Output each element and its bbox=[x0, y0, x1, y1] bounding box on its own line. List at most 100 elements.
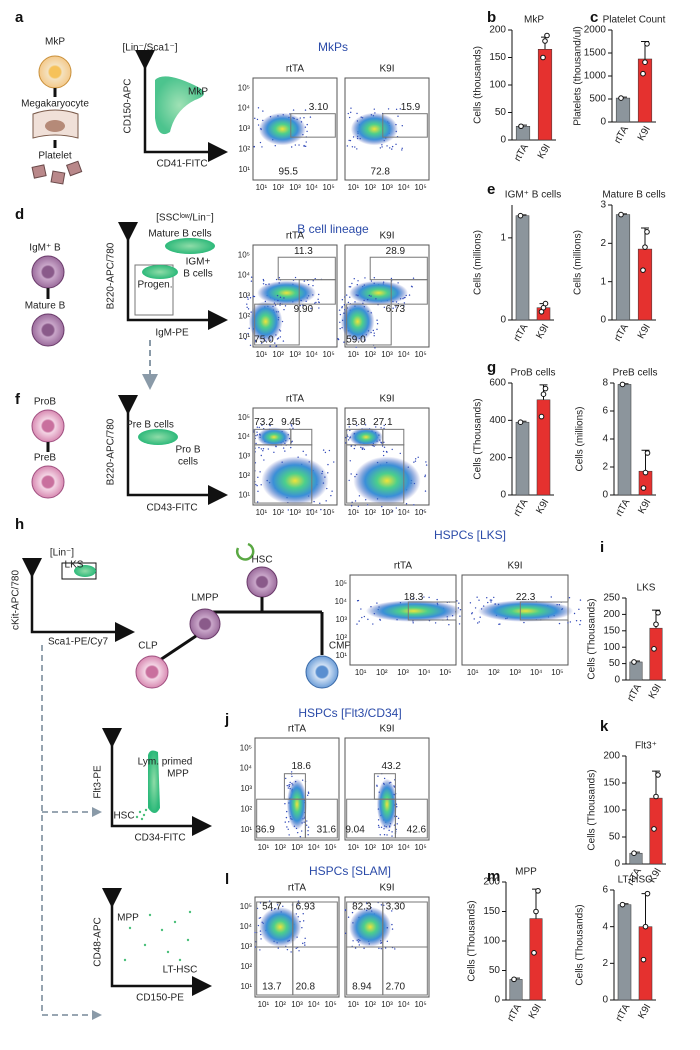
event-dot bbox=[337, 338, 339, 340]
event-dot bbox=[357, 280, 359, 282]
event-dot bbox=[383, 306, 386, 308]
y-tick-label: 4 bbox=[602, 434, 608, 445]
event-dot bbox=[373, 332, 375, 334]
y-tick-label: 0 bbox=[600, 315, 606, 326]
cell-label: PreB bbox=[34, 453, 57, 464]
x-tick-label: 10³ bbox=[289, 350, 301, 359]
schematic-a: MkP Megakaryocyte Platelet [Lin⁻/Sca1⁻] … bbox=[21, 37, 348, 185]
y-axis-label: Cells (thousands) bbox=[473, 46, 484, 124]
event-dot bbox=[381, 442, 383, 444]
x-tick-label: 10⁵ bbox=[324, 1000, 336, 1009]
y-tick-label: 10² bbox=[238, 471, 250, 480]
gate bbox=[519, 601, 569, 621]
data-point bbox=[531, 950, 537, 956]
y-axis-label: Platelets (thousand/ul) bbox=[573, 26, 584, 126]
x-tick-label: 10² bbox=[364, 1000, 376, 1009]
bar bbox=[637, 58, 653, 123]
x-tick-label: 10⁴ bbox=[306, 350, 319, 359]
event-dot bbox=[260, 454, 262, 457]
event-dot bbox=[294, 276, 297, 279]
gate-percent: 15.9 bbox=[401, 102, 421, 113]
event-dot bbox=[330, 494, 332, 497]
event-dot bbox=[399, 452, 401, 455]
bar bbox=[509, 979, 523, 1001]
sample-label: K9I bbox=[379, 64, 394, 75]
event-dot bbox=[284, 803, 286, 805]
event-dot bbox=[413, 461, 415, 463]
gate bbox=[390, 279, 428, 305]
data-point bbox=[631, 850, 637, 857]
x-tick-label: 10² bbox=[274, 843, 286, 852]
population-label: HSC bbox=[113, 811, 134, 822]
event-dot bbox=[284, 821, 286, 823]
flow-plot: rtTA 18.3 10¹ 10¹ 10² 10² 10³ 10³ 10⁴ 10⁴ 10⁵ 10⁵ bbox=[335, 561, 472, 677]
axes bbox=[118, 222, 228, 330]
data-point bbox=[653, 621, 659, 628]
event-dot bbox=[315, 301, 317, 304]
event-dot bbox=[354, 947, 357, 949]
event-dot bbox=[347, 112, 349, 115]
event-dot bbox=[276, 904, 279, 906]
event-dot bbox=[277, 299, 279, 302]
event-dot bbox=[350, 445, 353, 447]
y-tick-label: 10⁴ bbox=[238, 271, 251, 280]
y-tick-label: 10³ bbox=[335, 615, 347, 624]
bar bbox=[529, 918, 543, 1001]
x-tick-label: rtTA bbox=[512, 497, 531, 518]
event-dot bbox=[306, 130, 308, 133]
gate-percent: 73.2 bbox=[254, 417, 274, 428]
y-tick-label: 0 bbox=[602, 490, 608, 501]
event-dot bbox=[297, 900, 300, 902]
event-dot bbox=[386, 145, 388, 147]
flow-plot: K9I 15.9 72.8 10¹ 10² 10³ 10⁴ 10⁵ bbox=[344, 64, 430, 192]
y-tick-label: 10³ bbox=[238, 124, 250, 133]
event-dot bbox=[314, 278, 316, 280]
event-dot bbox=[262, 280, 265, 282]
x-tick-label: 10² bbox=[364, 843, 376, 852]
event-dot bbox=[304, 145, 307, 148]
event-dot bbox=[285, 816, 288, 819]
event-dot bbox=[489, 599, 492, 601]
population bbox=[138, 429, 178, 445]
gate bbox=[134, 264, 174, 316]
y-tick-label: 150 bbox=[603, 778, 620, 789]
event-dot bbox=[376, 784, 378, 787]
data-point bbox=[618, 211, 624, 218]
event-dot bbox=[260, 448, 263, 450]
event-dot bbox=[309, 116, 312, 118]
density bbox=[340, 301, 375, 342]
event-dot bbox=[575, 620, 578, 622]
data-point bbox=[644, 229, 650, 235]
x-tick-label: K9I bbox=[647, 682, 664, 701]
event-dot bbox=[254, 931, 256, 934]
data-point bbox=[544, 32, 550, 39]
event-dot bbox=[327, 472, 329, 474]
event-dot bbox=[391, 923, 393, 926]
bar bbox=[536, 399, 551, 496]
event-dot bbox=[411, 286, 413, 288]
event-dot bbox=[307, 792, 310, 795]
data-point bbox=[644, 890, 651, 897]
sample-label: K9I bbox=[379, 394, 394, 405]
event-dot bbox=[290, 446, 292, 449]
event-dot bbox=[350, 111, 352, 114]
event-dot bbox=[372, 623, 374, 625]
event-dot bbox=[303, 145, 305, 148]
bar bbox=[615, 214, 631, 321]
y-tick-label: 0 bbox=[600, 117, 606, 128]
event-dot bbox=[263, 459, 265, 461]
event-dot bbox=[405, 503, 408, 505]
gate-percent: 13.7 bbox=[262, 982, 282, 993]
event-dot bbox=[356, 600, 359, 602]
event-dot bbox=[259, 916, 262, 919]
gate bbox=[304, 798, 338, 839]
gate-percent: 6.93 bbox=[296, 902, 316, 913]
event-dot bbox=[252, 295, 255, 297]
event-dot bbox=[357, 294, 359, 297]
event-dot bbox=[386, 940, 389, 943]
y-tick-label: 10¹ bbox=[240, 825, 252, 834]
panel-letter: l bbox=[225, 871, 229, 888]
tree bbox=[205, 597, 324, 655]
event-dot bbox=[259, 141, 262, 144]
